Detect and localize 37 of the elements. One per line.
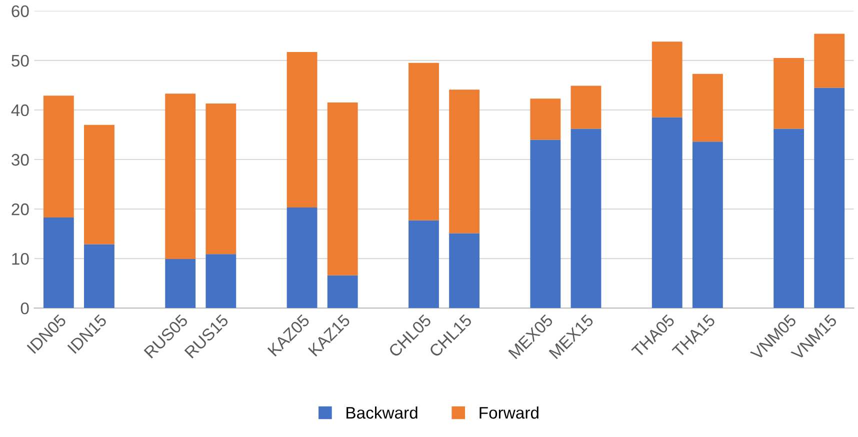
- bar: [530, 98, 561, 140]
- bar: [84, 244, 114, 308]
- bar: [774, 58, 804, 129]
- bar: [652, 117, 682, 308]
- y-tick-label: 10: [12, 252, 29, 265]
- legend-label: Forward: [480, 406, 538, 419]
- bar: [84, 124, 114, 244]
- bar: [165, 259, 196, 308]
- bar: [449, 233, 480, 308]
- bar: [165, 94, 196, 260]
- bar: [206, 104, 236, 254]
- bar: [530, 140, 561, 308]
- bar: [774, 128, 804, 308]
- bar: [449, 90, 480, 234]
- y-tick-label: 0: [20, 302, 29, 314]
- y-tick-label: 20: [12, 203, 29, 216]
- bar: [570, 128, 602, 308]
- bar: [408, 220, 439, 308]
- bar: [286, 52, 318, 208]
- bar: [814, 88, 845, 308]
- bar: [814, 34, 845, 88]
- bar: [206, 254, 236, 308]
- y-tick-label: 40: [11, 104, 29, 116]
- y-tick-label: 30: [12, 154, 29, 166]
- bar: [286, 208, 318, 308]
- y-tick-label: 50: [12, 54, 29, 67]
- bar: [327, 102, 358, 276]
- bar: [327, 275, 358, 308]
- bar: [408, 62, 439, 220]
- bar: [692, 74, 723, 142]
- y-tick-label: 60: [12, 5, 29, 18]
- bar: [43, 217, 74, 308]
- legend-label: Backward: [346, 406, 418, 419]
- bar: [570, 86, 602, 129]
- bar: [652, 42, 682, 118]
- bar: [43, 96, 74, 218]
- bar: [692, 142, 723, 308]
